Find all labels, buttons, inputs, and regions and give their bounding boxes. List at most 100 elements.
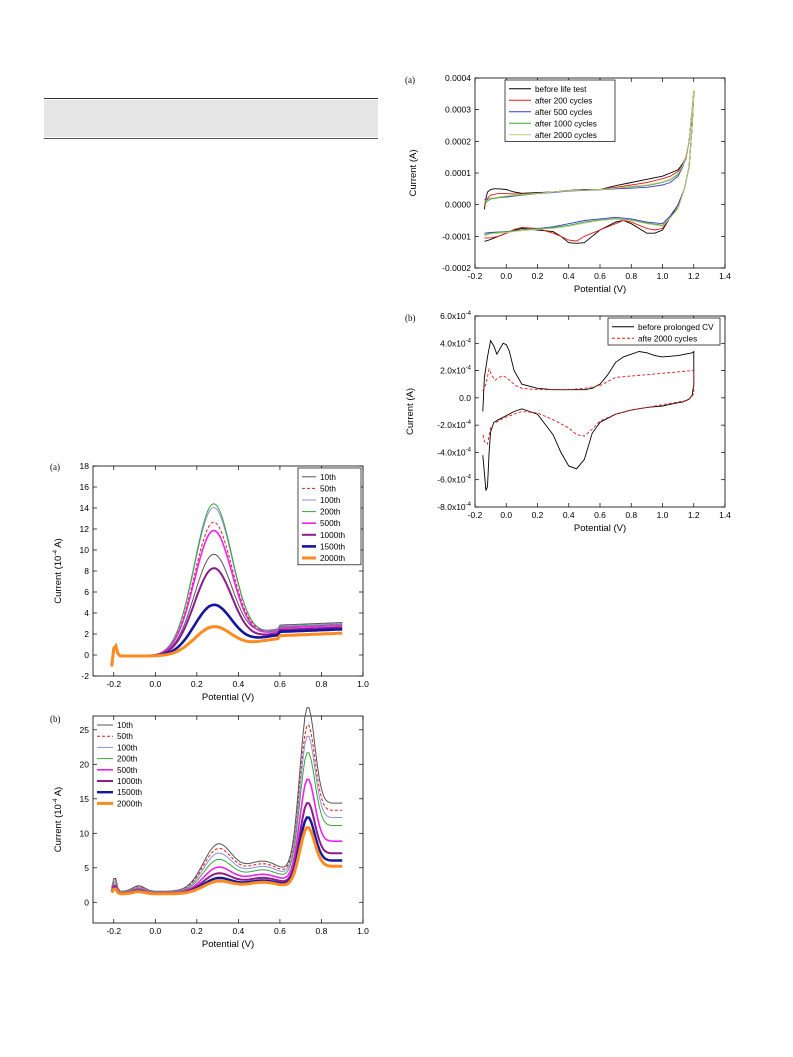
x-tick-label: 0.6 xyxy=(594,510,606,520)
x-tick-label: 0.6 xyxy=(594,271,606,281)
table-header-row xyxy=(44,100,378,137)
y-tick-exponent: -4 xyxy=(466,475,472,481)
y-tick-label: 6.0x10-4 xyxy=(440,311,472,321)
table-top-rule xyxy=(44,98,378,99)
y-tick-mantissa: -4.0x10 xyxy=(437,447,466,457)
y-tick-mantissa: 4.0x10 xyxy=(440,338,466,348)
y-axis-label: Current (A) xyxy=(408,150,419,197)
x-tick-label: 1.0 xyxy=(657,271,669,281)
series-before-prolonged-CV xyxy=(482,339,695,491)
plot-frame xyxy=(92,715,364,924)
y-tick-label: -2.0x10-4 xyxy=(437,420,471,430)
series-10th xyxy=(111,553,343,667)
x-tick-label: 0.4 xyxy=(232,679,244,689)
table-header-rule xyxy=(44,138,378,139)
legend-entry: 1500th xyxy=(320,542,345,551)
y-tick-label: 0 xyxy=(84,650,89,660)
y-tick-exponent: -4 xyxy=(466,447,472,453)
x-tick-label: 1.0 xyxy=(657,510,669,520)
series-10th xyxy=(111,707,343,892)
x-tick-label: 1.2 xyxy=(688,271,700,281)
legend-entry: 10th xyxy=(117,721,133,730)
legend-entry: 1000th xyxy=(117,777,142,786)
x-tick-label: 0.4 xyxy=(232,926,244,936)
legend-entry: 2000th xyxy=(320,554,345,563)
y-tick-label: 2 xyxy=(84,629,89,639)
x-tick-label: 0.2 xyxy=(532,271,544,281)
legend-entry: after 1000 cycles xyxy=(535,119,597,128)
legend-entry: 10th xyxy=(320,473,336,482)
x-tick-label: 1.0 xyxy=(357,926,369,936)
y-tick-label: 10 xyxy=(80,828,90,838)
figure-cv-life-test: (a) -0.2 0.0 0.2 0.4 0.6 0.8 1.0 1.2 1.4 -0.0002 -0… xyxy=(405,73,731,295)
y-axis-label: Current (10-4 A) xyxy=(52,538,64,603)
y-tick-mantissa: 0.0 xyxy=(459,393,471,403)
y-tick-exponent: -4 xyxy=(466,338,472,344)
series-2000th xyxy=(110,825,343,896)
y-tick-label: 2.0x10-4 xyxy=(440,366,472,376)
legend-entry: 1500th xyxy=(117,788,142,797)
series-100th xyxy=(111,735,343,893)
y-axis-label: Current (10-4 A) xyxy=(52,787,64,852)
y-axis-label-main: Current (10 xyxy=(53,556,64,604)
x-tick-label: 0.4 xyxy=(563,510,575,520)
y-tick-label: 0.0000 xyxy=(445,200,471,210)
series-1000th xyxy=(110,567,343,667)
figure-dpv-b: (b) -0.2 0.0 0.2 0.4 0.6 0.8 1.0 0 5 10 15 20 25 Poten… xyxy=(50,707,369,950)
y-tick-label: 0.0 xyxy=(459,393,471,403)
y-tick-label: -2 xyxy=(81,671,89,681)
series-2000th xyxy=(110,625,343,667)
y-axis-label-sup: -4 xyxy=(52,798,59,804)
x-tick-label: 1.4 xyxy=(719,510,731,520)
legend-entry: 1000th xyxy=(320,531,345,540)
y-tick-label: -0.0001 xyxy=(442,231,471,241)
y-axis-label-main: Current (10 xyxy=(53,804,64,852)
x-tick-label: -0.2 xyxy=(468,510,483,520)
x-tick-label: 0.4 xyxy=(563,271,575,281)
x-tick-label: -0.2 xyxy=(468,271,483,281)
y-tick-label: 10 xyxy=(80,545,90,555)
y-tick-label: -8.0x10-4 xyxy=(437,502,471,512)
legend-entry: 2000th xyxy=(117,799,142,808)
x-tick-label: 1.2 xyxy=(688,510,700,520)
y-tick-label: 18 xyxy=(80,461,90,471)
y-tick-label: 12 xyxy=(80,524,90,534)
y-tick-label: 0 xyxy=(84,897,89,907)
x-tick-label: 0.8 xyxy=(625,271,637,281)
legend-box xyxy=(607,317,721,346)
y-tick-label: 25 xyxy=(80,725,90,735)
legend-entry: 500th xyxy=(320,519,341,528)
panel-label: (a) xyxy=(405,75,415,85)
y-tick-mantissa: 6.0x10 xyxy=(440,311,466,321)
panel-label: (b) xyxy=(405,313,416,323)
y-tick-label: 15 xyxy=(80,794,90,804)
panel-label: (a) xyxy=(50,462,60,472)
legend-entry: 200th xyxy=(117,755,138,764)
x-axis-label: Potential (V) xyxy=(574,284,626,295)
figure-cv-prolonged: (b) -0.2 0.0 0.2 0.4 0.6 0.8 1.0 1.2 1.4 Potential… xyxy=(405,311,731,534)
legend-entry: 50th xyxy=(320,484,336,493)
x-tick-label: 0.6 xyxy=(274,926,286,936)
x-axis-label: Potential (V) xyxy=(202,692,254,703)
panel-label: (b) xyxy=(50,714,61,724)
y-tick-label: -6.0x10-4 xyxy=(437,475,471,485)
y-tick-label: 8 xyxy=(84,566,89,576)
series-afte-2000-cycles xyxy=(482,367,695,446)
x-tick-label: 0.0 xyxy=(500,510,512,520)
series-after-2000-cycles xyxy=(484,90,695,237)
y-tick-label: 6 xyxy=(84,587,89,597)
legend-box xyxy=(504,79,616,142)
y-tick-exponent: -4 xyxy=(466,502,472,508)
legend-entry: 200th xyxy=(320,508,341,517)
legend-entry: 50th xyxy=(117,732,133,741)
x-tick-label: 0.2 xyxy=(191,679,203,689)
series-50th xyxy=(111,724,343,893)
legend-entry: afte 2000 cycles xyxy=(638,334,697,343)
legend-entry: 100th xyxy=(117,743,138,752)
y-axis-label-end: A) xyxy=(53,787,64,799)
figure-dpv-a: (a) -0.2 0.0 0.2 0.4 0.6 0.8 1.0 -2 0 2 4 6 8 10 12 14 16… xyxy=(50,461,369,703)
table-header-fragment xyxy=(44,98,378,142)
y-tick-exponent: -4 xyxy=(466,366,472,372)
x-tick-label: 1.0 xyxy=(357,679,369,689)
x-tick-label: 0.0 xyxy=(149,679,161,689)
